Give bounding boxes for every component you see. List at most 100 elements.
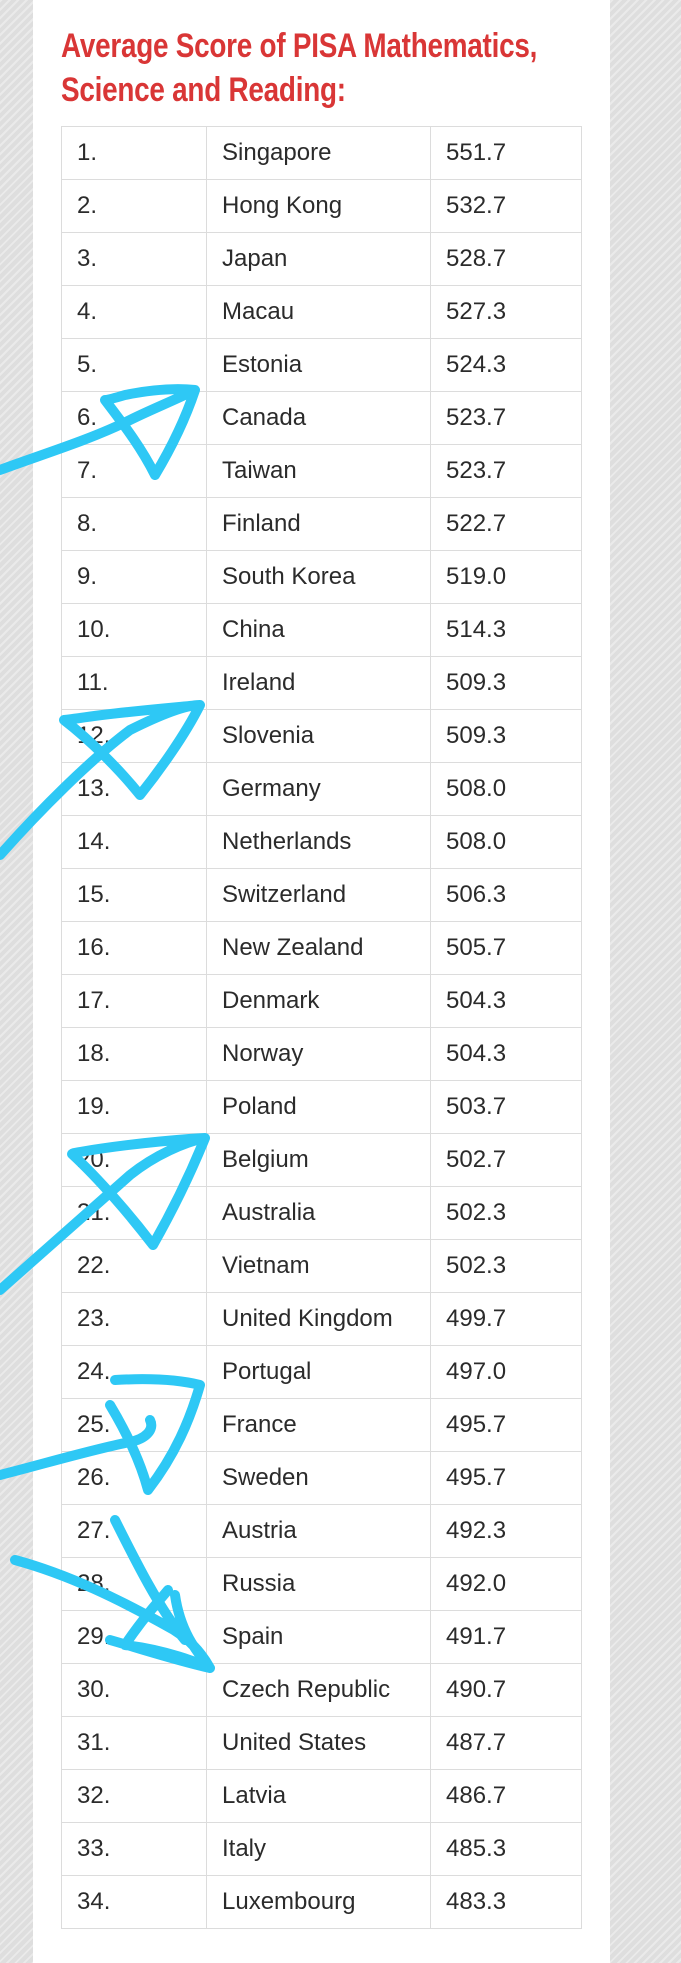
- table-row: 10. China 514.3: [61, 603, 582, 657]
- score-cell: 508.0: [430, 815, 582, 869]
- score-cell: 499.7: [430, 1292, 582, 1346]
- score-cell: 487.7: [430, 1716, 582, 1770]
- table-row: 22. Vietnam 502.3: [61, 1239, 582, 1293]
- table-row: 7. Taiwan 523.7: [61, 444, 582, 498]
- country-cell: Finland: [206, 497, 431, 551]
- country-cell: Portugal: [206, 1345, 431, 1399]
- score-cell: 504.3: [430, 1027, 582, 1081]
- rank-cell: 17.: [61, 974, 207, 1028]
- country-cell: Canada: [206, 391, 431, 445]
- country-cell: Belgium: [206, 1133, 431, 1187]
- rank-cell: 34.: [61, 1875, 207, 1929]
- country-cell: Sweden: [206, 1451, 431, 1505]
- score-cell: 505.7: [430, 921, 582, 975]
- score-cell: 502.3: [430, 1186, 582, 1240]
- ranking-table: 1. Singapore 551.7 2. Hong Kong 532.7 3. Japa…: [61, 126, 582, 1929]
- table-row: 28. Russia 492.0: [61, 1557, 582, 1611]
- rank-cell: 19.: [61, 1080, 207, 1134]
- rank-cell: 2.: [61, 179, 207, 233]
- table-row: 15. Switzerland 506.3: [61, 868, 582, 922]
- score-cell: 528.7: [430, 232, 582, 286]
- country-cell: Italy: [206, 1822, 431, 1876]
- table-row: 24. Portugal 497.0: [61, 1345, 582, 1399]
- country-cell: China: [206, 603, 431, 657]
- country-cell: France: [206, 1398, 431, 1452]
- table-row: 17. Denmark 504.3: [61, 974, 582, 1028]
- rank-cell: 10.: [61, 603, 207, 657]
- table-row: 14. Netherlands 508.0: [61, 815, 582, 869]
- score-cell: 532.7: [430, 179, 582, 233]
- score-cell: 519.0: [430, 550, 582, 604]
- rank-cell: 30.: [61, 1663, 207, 1717]
- rank-cell: 4.: [61, 285, 207, 339]
- score-cell: 523.7: [430, 444, 582, 498]
- table-row: 30. Czech Republic 490.7: [61, 1663, 582, 1717]
- table-row: 1. Singapore 551.7: [61, 126, 582, 180]
- table-row: 3. Japan 528.7: [61, 232, 582, 286]
- table-row: 8. Finland 522.7: [61, 497, 582, 551]
- table-row: 2. Hong Kong 532.7: [61, 179, 582, 233]
- table-row: 19. Poland 503.7: [61, 1080, 582, 1134]
- country-cell: Luxembourg: [206, 1875, 431, 1929]
- table-row: 5. Estonia 524.3: [61, 338, 582, 392]
- country-cell: Taiwan: [206, 444, 431, 498]
- rank-cell: 18.: [61, 1027, 207, 1081]
- score-cell: 514.3: [430, 603, 582, 657]
- country-cell: Australia: [206, 1186, 431, 1240]
- rank-cell: 26.: [61, 1451, 207, 1505]
- table-row: 23. United Kingdom 499.7: [61, 1292, 582, 1346]
- rank-cell: 16.: [61, 921, 207, 975]
- rank-cell: 3.: [61, 232, 207, 286]
- rank-cell: 29.: [61, 1610, 207, 1664]
- score-cell: 522.7: [430, 497, 582, 551]
- country-cell: Norway: [206, 1027, 431, 1081]
- country-cell: Switzerland: [206, 868, 431, 922]
- rank-cell: 7.: [61, 444, 207, 498]
- country-cell: Slovenia: [206, 709, 431, 763]
- country-cell: Macau: [206, 285, 431, 339]
- score-cell: 483.3: [430, 1875, 582, 1929]
- rank-cell: 8.: [61, 497, 207, 551]
- country-cell: Poland: [206, 1080, 431, 1134]
- table-row: 12. Slovenia 509.3: [61, 709, 582, 763]
- country-cell: Austria: [206, 1504, 431, 1558]
- score-cell: 509.3: [430, 656, 582, 710]
- score-cell: 490.7: [430, 1663, 582, 1717]
- country-cell: United Kingdom: [206, 1292, 431, 1346]
- rank-cell: 1.: [61, 126, 207, 180]
- score-cell: 495.7: [430, 1398, 582, 1452]
- table-row: 9. South Korea 519.0: [61, 550, 582, 604]
- score-cell: 495.7: [430, 1451, 582, 1505]
- country-cell: New Zealand: [206, 921, 431, 975]
- table-row: 29. Spain 491.7: [61, 1610, 582, 1664]
- article-card: Average Score of PISA Mathematics, Scien…: [33, 0, 610, 1963]
- table-row: 21. Australia 502.3: [61, 1186, 582, 1240]
- country-cell: Denmark: [206, 974, 431, 1028]
- rank-cell: 9.: [61, 550, 207, 604]
- country-cell: Ireland: [206, 656, 431, 710]
- table-row: 6. Canada 523.7: [61, 391, 582, 445]
- table-row: 11. Ireland 509.3: [61, 656, 582, 710]
- table-row: 25. France 495.7: [61, 1398, 582, 1452]
- rank-cell: 25.: [61, 1398, 207, 1452]
- rank-cell: 13.: [61, 762, 207, 816]
- country-cell: Czech Republic: [206, 1663, 431, 1717]
- table-row: 20. Belgium 502.7: [61, 1133, 582, 1187]
- score-cell: 502.7: [430, 1133, 582, 1187]
- title-line-1: Average Score of PISA Mathematics,: [61, 27, 538, 65]
- table-row: 31. United States 487.7: [61, 1716, 582, 1770]
- score-cell: 504.3: [430, 974, 582, 1028]
- score-cell: 486.7: [430, 1769, 582, 1823]
- score-cell: 497.0: [430, 1345, 582, 1399]
- table-row: 26. Sweden 495.7: [61, 1451, 582, 1505]
- rank-cell: 23.: [61, 1292, 207, 1346]
- page-title: Average Score of PISA Mathematics, Scien…: [61, 24, 538, 112]
- country-cell: Netherlands: [206, 815, 431, 869]
- rank-cell: 14.: [61, 815, 207, 869]
- score-cell: 506.3: [430, 868, 582, 922]
- country-cell: Singapore: [206, 126, 431, 180]
- country-cell: Vietnam: [206, 1239, 431, 1293]
- rank-cell: 6.: [61, 391, 207, 445]
- score-cell: 508.0: [430, 762, 582, 816]
- score-cell: 502.3: [430, 1239, 582, 1293]
